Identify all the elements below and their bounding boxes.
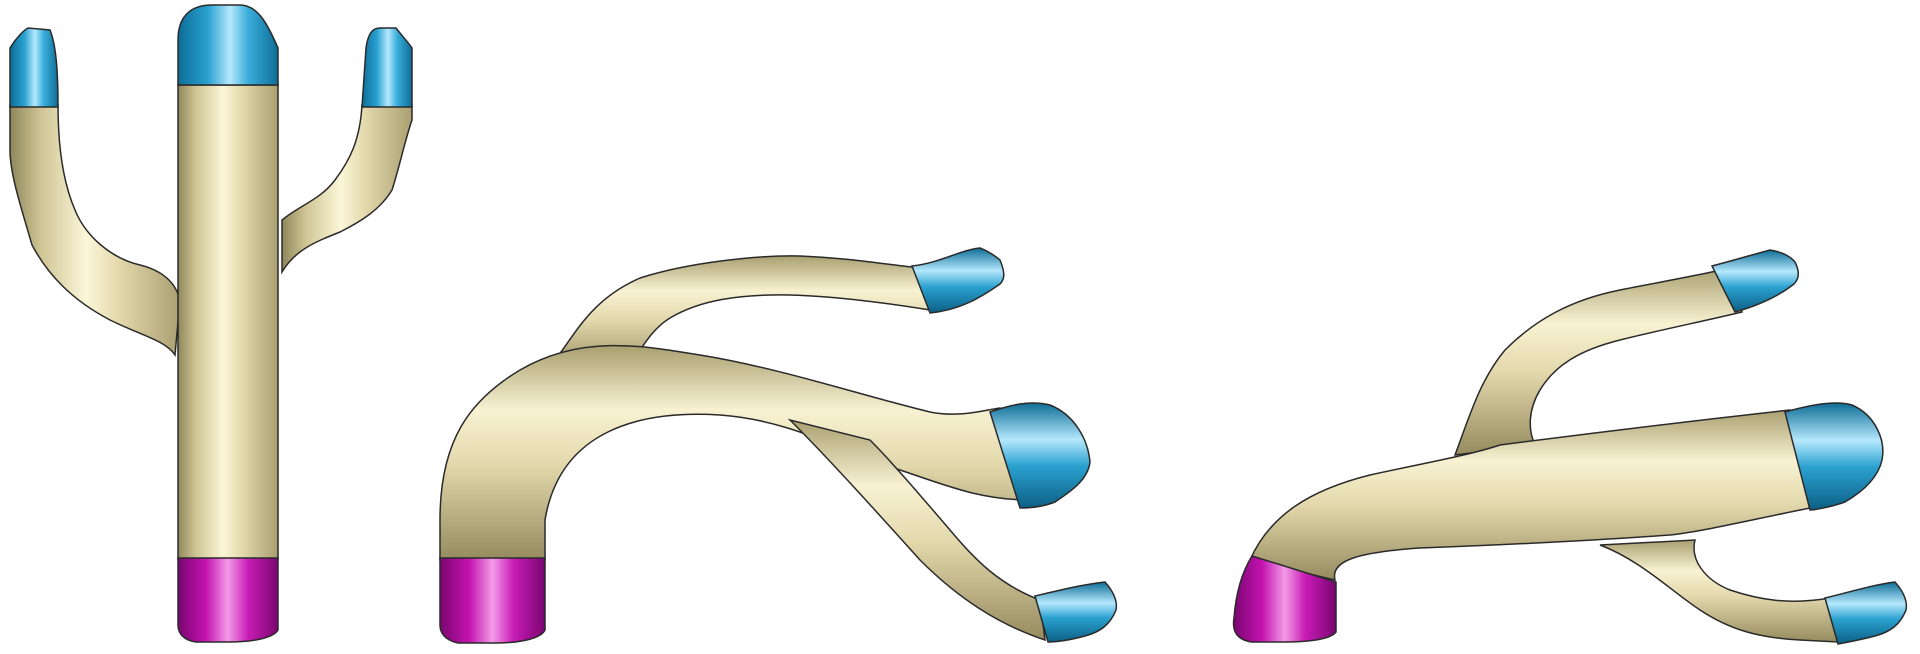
outlet-cap-lower: [1824, 581, 1908, 645]
outlet-cap-middle: [989, 402, 1091, 509]
outlet-cap-right: [361, 27, 413, 108]
outlet-cap-upper: [910, 247, 1005, 314]
outlet-cap-middle: [1784, 402, 1884, 511]
inlet-cap-bottom: [177, 557, 279, 643]
inlet-cap: [439, 557, 546, 644]
left-branch: [9, 104, 181, 358]
outlet-cap-top: [177, 4, 279, 86]
outlet-cap-left: [9, 27, 59, 108]
outlet-cap-lower: [1034, 581, 1118, 643]
vessel-model-1: [9, 4, 413, 643]
lower-branch: [1599, 539, 1839, 643]
lower-branch: [787, 418, 1046, 642]
main-arch: [439, 344, 1032, 561]
right-branch: [281, 104, 413, 275]
vessel-model-3: [1232, 249, 1908, 645]
inlet-cap: [1232, 555, 1337, 643]
outlet-cap-upper: [1710, 249, 1799, 313]
vessel-model-2: [439, 247, 1118, 644]
main-trunk: [177, 84, 279, 561]
